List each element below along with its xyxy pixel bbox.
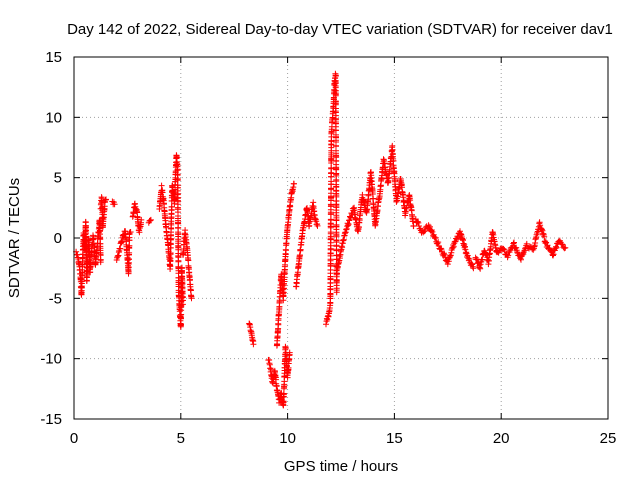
x-tick-label: 25	[600, 430, 617, 447]
data-point	[501, 247, 508, 253]
data-point	[514, 249, 521, 256]
data-point	[428, 228, 435, 234]
data-point	[291, 180, 297, 187]
y-tick-label: 15	[45, 49, 62, 66]
x-axis-label: GPS time / hours	[284, 458, 398, 475]
data-point	[127, 229, 134, 235]
chart-title: Day 142 of 2022, Sidereal Day-to-day VTE…	[67, 21, 613, 38]
y-tick-label: -10	[40, 351, 62, 368]
data-point	[365, 192, 372, 199]
data-point	[553, 244, 560, 251]
data-point	[426, 223, 433, 230]
data-point	[464, 252, 471, 259]
data-point	[414, 218, 421, 225]
data-point	[438, 246, 445, 253]
data-point	[550, 252, 556, 259]
data-point	[333, 289, 340, 296]
data-point	[410, 222, 417, 229]
data-point	[562, 244, 569, 251]
data-point	[518, 256, 524, 263]
y-tick-label: 5	[54, 170, 62, 187]
x-tick-label: 15	[386, 430, 403, 447]
y-tick-label: -5	[49, 290, 62, 307]
x-tick-label: 20	[493, 430, 510, 447]
data-point	[147, 216, 154, 223]
data-point	[286, 349, 293, 356]
data-point	[435, 239, 442, 246]
x-tick-label: 0	[70, 430, 78, 447]
data-point	[333, 192, 340, 199]
data-point	[167, 250, 174, 256]
data-point	[523, 240, 530, 247]
data-point	[147, 217, 154, 224]
data-point	[415, 219, 422, 226]
data-point	[314, 222, 321, 229]
data-point	[505, 252, 512, 259]
data-point	[126, 242, 133, 249]
data-point	[510, 240, 517, 247]
data-point	[416, 223, 422, 229]
data-point	[188, 295, 195, 302]
data-point	[111, 201, 118, 208]
data-point	[432, 234, 439, 241]
y-tick-label: -15	[40, 411, 62, 428]
data-point	[138, 216, 145, 223]
data-point	[429, 228, 436, 235]
data-point	[97, 259, 104, 266]
y-tick-label: 0	[54, 230, 62, 247]
data-point	[453, 236, 460, 243]
data-point	[268, 366, 274, 373]
data-point	[548, 248, 554, 255]
data-point	[117, 245, 124, 252]
data-point	[185, 257, 192, 264]
data-point	[179, 301, 186, 308]
data-point	[332, 92, 339, 99]
data-point	[500, 246, 507, 252]
data-point	[550, 251, 557, 258]
data-point	[470, 265, 477, 272]
data-point	[168, 203, 175, 210]
data-point	[455, 234, 462, 241]
data-point	[466, 256, 473, 262]
x-tick-label: 5	[177, 430, 185, 447]
data-point	[103, 196, 109, 203]
y-axis-label: SDTVAR / TECUs	[6, 178, 23, 298]
data-point	[468, 260, 475, 267]
x-tick-label: 10	[279, 430, 296, 447]
data-point	[431, 233, 438, 240]
data-point	[559, 241, 566, 248]
data-point	[437, 245, 444, 252]
data-point	[543, 239, 550, 246]
data-point	[250, 341, 257, 348]
y-tick-label: 10	[45, 109, 62, 126]
data-point	[126, 230, 133, 237]
data-points	[73, 70, 569, 409]
data-point	[177, 321, 184, 328]
axis-ticks: 0 5 10 15 20 25 -15 -10 -5 0 5 10 15	[40, 49, 616, 447]
grid-lines	[74, 57, 608, 419]
